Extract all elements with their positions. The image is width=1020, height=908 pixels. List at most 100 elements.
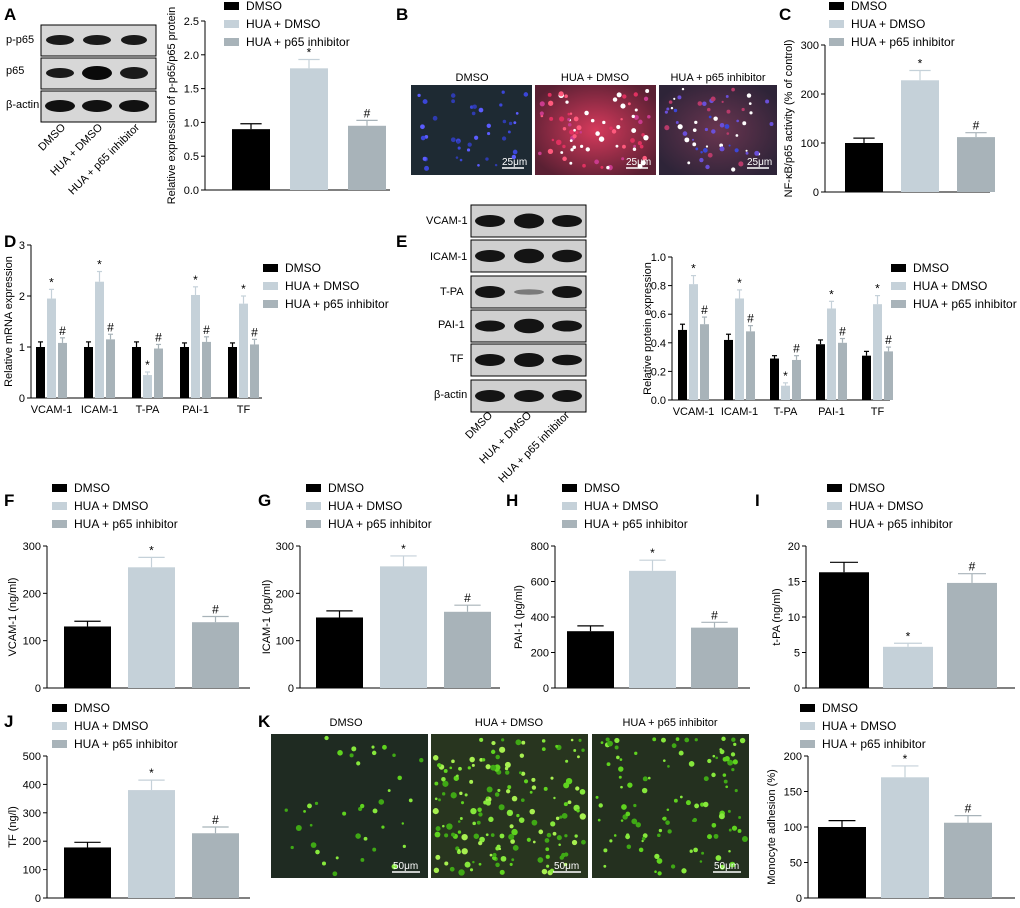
- x-tick-label: PAI-1: [182, 404, 209, 416]
- cell-dot: [442, 780, 449, 787]
- cell-dot: [529, 790, 533, 794]
- cell-dot: [438, 798, 441, 802]
- y-tick-label: 200: [23, 588, 41, 600]
- scale-label: 25μm: [747, 157, 772, 168]
- cell-dot: [422, 156, 427, 161]
- cell-dot: [626, 844, 632, 849]
- cell-dot: [531, 777, 536, 782]
- bar: [84, 347, 93, 398]
- y-tick-label: 400: [531, 612, 549, 624]
- cell-dot: [506, 809, 514, 817]
- cell-dot: [437, 763, 442, 768]
- y-tick-label: 0: [19, 393, 25, 405]
- cell-dot: [729, 861, 736, 868]
- cell-dot: [633, 92, 638, 97]
- cell-dot: [560, 151, 564, 154]
- y-axis-label: Relative expression of p-p65/p65 protein: [166, 7, 178, 205]
- y-tick-label: 2.0: [184, 50, 199, 62]
- y-axis-label: Relative protein expression: [642, 262, 654, 395]
- cell-dot: [547, 92, 552, 97]
- significance-mark: *: [650, 546, 655, 560]
- cell-dot: [567, 122, 572, 127]
- cell-dot: [595, 795, 599, 799]
- blot-e-row-label: TF: [450, 353, 464, 365]
- cell-dot: [638, 119, 643, 125]
- blot-band: [45, 100, 75, 112]
- micrograph-b-inhibitor: [659, 85, 777, 175]
- cell-dot: [699, 860, 703, 863]
- significance-mark: #: [711, 608, 718, 622]
- cell-dot: [564, 834, 568, 838]
- cell-dot: [727, 809, 731, 813]
- cell-dot: [349, 753, 354, 758]
- cell-dot: [378, 799, 385, 805]
- panel-label-j: J: [4, 712, 13, 731]
- image-k-title: DMSO: [330, 717, 363, 729]
- bar: [873, 304, 882, 400]
- cell-dot: [724, 755, 730, 762]
- cell-dots: [538, 89, 651, 171]
- bar: [678, 329, 687, 400]
- cell-dot: [662, 816, 667, 821]
- cell-dot: [713, 833, 719, 839]
- significance-mark: #: [969, 560, 976, 574]
- cell-dot: [616, 125, 621, 130]
- blot-a-lane-label: DMSO: [36, 121, 68, 153]
- x-tick-label: PAI-1: [818, 406, 845, 418]
- significance-mark: *: [918, 56, 923, 70]
- cell-dot: [667, 829, 672, 834]
- cell-dot: [614, 737, 620, 744]
- cell-dot: [641, 133, 645, 137]
- y-tick-label: 200: [276, 588, 294, 600]
- cell-dot: [387, 789, 391, 793]
- cell-dot: [556, 139, 562, 146]
- cell-dot: [565, 100, 569, 104]
- cell-dot: [713, 116, 718, 121]
- y-tick-label: 0: [35, 683, 41, 695]
- cell-dot: [673, 108, 678, 113]
- y-axis-label: Monocyte adhesion (%): [766, 769, 778, 885]
- cell-dot: [402, 844, 406, 848]
- y-tick-label: 20: [788, 541, 800, 553]
- blot-e-row-label: VCAM-1: [426, 215, 468, 227]
- cell-dot: [435, 854, 441, 860]
- cell-dot: [711, 772, 716, 778]
- bar: [239, 303, 248, 398]
- cell-dot: [638, 847, 644, 853]
- cell-dot: [450, 792, 457, 799]
- cell-dot: [641, 836, 646, 841]
- blot-band: [475, 250, 505, 262]
- cell-dot: [457, 820, 461, 823]
- cell-dot: [494, 792, 500, 797]
- cell-dot: [547, 148, 554, 155]
- cell-dot: [621, 157, 625, 161]
- bar: [816, 344, 825, 400]
- cell-dot: [537, 857, 544, 863]
- cell-dot: [692, 142, 697, 147]
- cell-dot: [719, 143, 724, 148]
- cell-dot: [391, 863, 398, 870]
- cell-dot: [642, 776, 648, 782]
- y-tick-label: 100: [23, 865, 41, 877]
- cell-dot: [570, 148, 574, 152]
- cell-dot: [754, 150, 760, 156]
- cell-dot: [671, 743, 677, 749]
- cell-dot: [684, 137, 690, 143]
- legend-swatch: [891, 300, 906, 308]
- significance-mark: #: [701, 303, 708, 317]
- cell-dot: [401, 822, 405, 825]
- cell-dot: [459, 158, 463, 162]
- significance-mark: #: [965, 802, 972, 816]
- cell-dot: [559, 815, 563, 819]
- cell-dot: [558, 843, 561, 846]
- cell-dot: [502, 119, 507, 124]
- significance-mark: *: [149, 766, 154, 780]
- cell-dot: [746, 93, 752, 98]
- y-tick-label: 0: [288, 683, 294, 695]
- cell-dot: [419, 758, 424, 763]
- x-tick-label: VCAM-1: [31, 404, 73, 416]
- cell-dot: [371, 750, 377, 756]
- cell-dot: [627, 102, 631, 106]
- bar: [691, 627, 738, 688]
- legend-swatch: [52, 740, 67, 748]
